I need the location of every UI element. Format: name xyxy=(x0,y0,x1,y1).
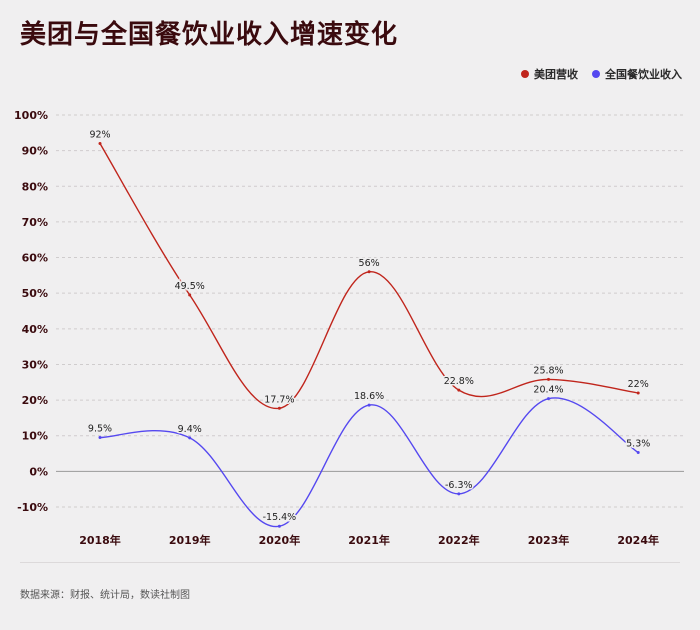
line-chart: 100% 90% 80% 70% 60% 50% 40% 30% 20% 10% 0% -10% 201… xyxy=(14,109,684,547)
data-label: 56% xyxy=(359,258,380,269)
data-label: 22% xyxy=(628,379,649,390)
data-label: -6.3% xyxy=(445,480,473,491)
data-point xyxy=(636,450,640,454)
legend: 美团营收 全国餐饮业收入 xyxy=(521,66,682,82)
data-point xyxy=(457,388,461,392)
data-point xyxy=(367,403,371,407)
x-tick-label: 2023年 xyxy=(528,533,570,547)
y-tick-label: 30% xyxy=(22,358,48,371)
y-tick-label: 0% xyxy=(29,465,48,478)
legend-label-meituan: 美团营收 xyxy=(534,68,578,81)
source-note: 数据来源：财报、统计局，数读社制图 xyxy=(20,590,190,601)
y-tick-label: 80% xyxy=(22,180,48,193)
y-tick-label: 90% xyxy=(22,145,48,158)
y-tick-label: 70% xyxy=(22,216,48,229)
data-point xyxy=(277,406,281,410)
data-label: 5.3% xyxy=(626,438,650,449)
x-tick-label: 2020年 xyxy=(259,533,301,547)
data-point xyxy=(98,436,102,440)
chart-title: 美团与全国餐饮业收入增速变化 xyxy=(20,20,399,50)
data-point xyxy=(547,397,550,401)
data-label: 22.8% xyxy=(444,376,474,387)
x-tick-label: 2018年 xyxy=(79,533,121,547)
legend-swatch-catering xyxy=(592,70,600,78)
data-label: 17.7% xyxy=(264,394,294,405)
data-point xyxy=(457,492,461,496)
data-point xyxy=(98,142,102,146)
legend-swatch-meituan xyxy=(521,70,529,78)
data-point xyxy=(188,436,192,440)
label-layer: 92% 49.5% 17.7% 56% 22.8% 25.8% 22% 9.5% 9.4% -15… xyxy=(86,128,651,525)
data-label: 25.8% xyxy=(533,365,563,376)
legend-label-catering: 全国餐饮业收入 xyxy=(605,68,682,81)
y-tick-label: 40% xyxy=(22,323,48,336)
data-label: 20.4% xyxy=(533,385,563,396)
grid-layer xyxy=(56,114,684,508)
series-line-meituan xyxy=(99,143,639,409)
axis-layer: 100% 90% 80% 70% 60% 50% 40% 30% 20% 10% 0% -10% 201… xyxy=(14,109,659,547)
y-tick-label: 100% xyxy=(14,109,48,122)
legend-item-catering: 全国餐饮业收入 xyxy=(592,66,682,82)
footer-divider xyxy=(20,562,680,563)
y-tick-label: -10% xyxy=(17,501,48,514)
data-point xyxy=(277,524,281,528)
x-tick-label: 2021年 xyxy=(348,533,390,547)
x-tick-label: 2024年 xyxy=(617,533,659,547)
y-tick-label: 10% xyxy=(22,430,48,443)
data-point xyxy=(367,270,371,274)
series-layer xyxy=(98,142,640,528)
x-tick-label: 2022年 xyxy=(438,533,480,547)
data-label: 9.4% xyxy=(178,424,202,435)
y-tick-label: 50% xyxy=(22,287,48,300)
legend-item-meituan: 美团营收 xyxy=(521,66,578,82)
data-point xyxy=(547,377,550,381)
data-label: 49.5% xyxy=(175,281,205,292)
y-tick-label: 60% xyxy=(22,252,48,265)
data-point xyxy=(188,293,192,297)
data-label: 92% xyxy=(89,130,110,141)
x-tick-label: 2019年 xyxy=(169,533,211,547)
data-label: 18.6% xyxy=(354,391,384,402)
data-label: -15.4% xyxy=(263,512,297,523)
data-label: 9.5% xyxy=(88,424,112,435)
y-tick-label: 20% xyxy=(22,394,48,407)
data-point xyxy=(636,391,640,395)
